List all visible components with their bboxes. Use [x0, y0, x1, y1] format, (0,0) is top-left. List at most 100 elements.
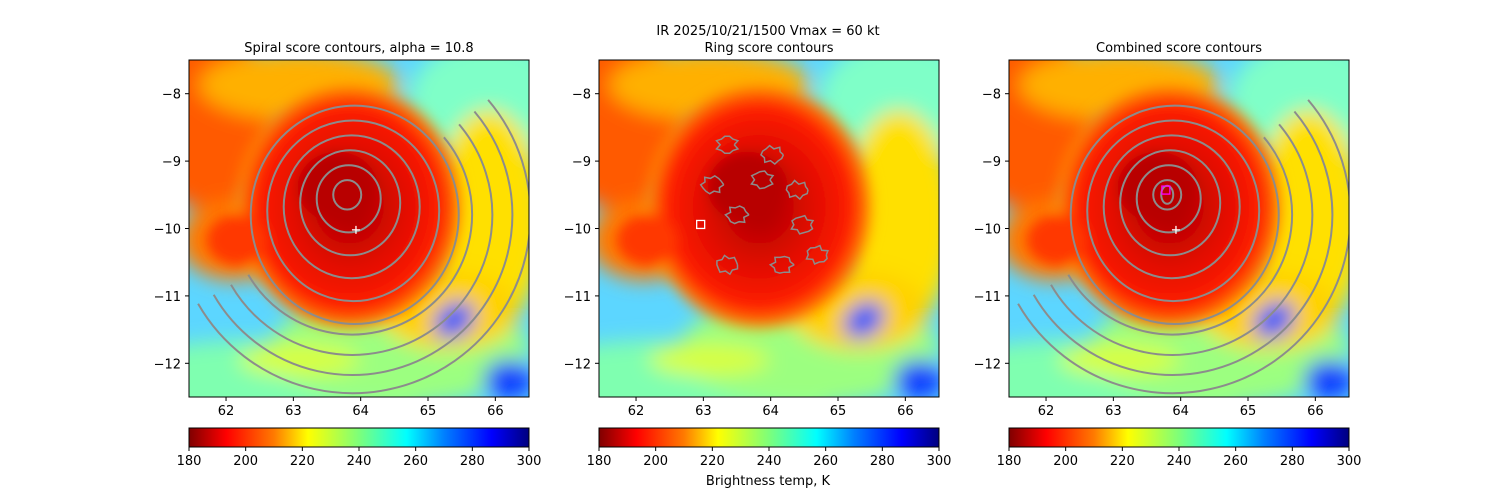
x-tick-label: 62 [628, 404, 645, 419]
y-tick-label: −8 [162, 88, 181, 103]
center-plus-marker [1171, 225, 1180, 234]
colorbar-tick-label: 280 [1280, 454, 1305, 469]
x-tick-label: 64 [762, 404, 779, 419]
x-tick-label: 63 [1105, 404, 1122, 419]
colorbar-tick-label: 240 [347, 454, 372, 469]
y-tick-label: −9 [162, 155, 181, 170]
panel-2: Ring score contours 62 63 64 65 66 −8 −9 −10 −11 −… [564, 41, 952, 469]
panel-1: Spiral score contours, alpha = 10.8 62 63 6… [154, 41, 542, 469]
score-contour [1102, 134, 1241, 280]
ring-contour [750, 170, 775, 190]
colorbar-tick-label: 260 [403, 454, 428, 469]
spiral-contour [1067, 136, 1294, 336]
ring-contour [715, 135, 740, 155]
panel-3: Combined score contours 62 63 64 65 66 −8 −9 −10… [974, 41, 1362, 469]
x-tick-label: 66 [1307, 404, 1324, 419]
y-tick-label: −11 [564, 290, 591, 305]
colorbar-tick-label: 260 [1223, 454, 1248, 469]
colorbar-tick-label: 200 [233, 454, 258, 469]
y-tick-label: −9 [572, 155, 591, 170]
colorbar-tick-label: 300 [517, 454, 542, 469]
score-contour [266, 119, 441, 303]
x-tick-label: 63 [695, 404, 712, 419]
y-tick-label: −10 [154, 223, 181, 238]
y-tick-label: −11 [154, 290, 181, 305]
y-tick-label: −8 [572, 88, 591, 103]
ring-contour [724, 205, 750, 225]
spiral-contour [212, 110, 514, 376]
center-plus-marker [351, 225, 360, 234]
colorbar-tick-label: 240 [757, 454, 782, 469]
y-tick-label: −10 [974, 223, 1001, 238]
x-tick-label: 64 [352, 404, 369, 419]
ring-contour [716, 254, 739, 276]
center-square-marker [1161, 185, 1171, 195]
x-tick-label: 66 [897, 404, 914, 419]
y-tick-label: −10 [564, 223, 591, 238]
spiral-contour [1050, 123, 1314, 356]
colorbar-tick-label: 180 [587, 454, 612, 469]
x-tick-label: 63 [285, 404, 302, 419]
panel-title: Combined score contours [1096, 41, 1262, 56]
colorbar-tick-label: 220 [700, 454, 725, 469]
spiral-contour [230, 123, 494, 356]
ring-contour [760, 144, 785, 165]
ring-contour [768, 255, 795, 274]
colorbar-tick-label: 200 [643, 454, 668, 469]
colorbar-tick-label: 280 [460, 454, 485, 469]
colorbar-label: Brightness temp, K [706, 474, 831, 489]
ring-contour [785, 179, 809, 201]
brightness-temp-image [599, 60, 939, 397]
score-contour [1069, 104, 1280, 325]
colorbar-tick-label: 300 [1337, 454, 1362, 469]
center-square-marker [696, 219, 706, 230]
spiral-contour [197, 99, 529, 395]
x-tick-label: 62 [218, 404, 235, 419]
spiral-contour [1017, 99, 1349, 395]
x-tick-label: 64 [1172, 404, 1189, 419]
score-contour [299, 149, 402, 257]
x-tick-label: 65 [1240, 404, 1257, 419]
score-contour [315, 164, 382, 234]
ring-contour [699, 175, 725, 195]
colorbar [188, 427, 530, 448]
y-tick-label: −12 [564, 357, 591, 372]
y-tick-label: −9 [982, 155, 1001, 170]
y-tick-label: −8 [982, 88, 1001, 103]
score-contour [1086, 119, 1261, 303]
colorbar-tick-label: 220 [1110, 454, 1135, 469]
brightness-temp-image [1009, 60, 1349, 397]
spiral-contour [1032, 110, 1334, 376]
colorbar-tick-label: 220 [290, 454, 315, 469]
y-tick-label: −12 [154, 357, 181, 372]
spiral-contour [247, 136, 474, 336]
score-contour [1135, 164, 1202, 234]
score-contour [1152, 179, 1183, 211]
x-tick-label: 62 [1038, 404, 1055, 419]
colorbar [598, 427, 940, 448]
colorbar-tick-label: 180 [997, 454, 1022, 469]
colorbar [1008, 427, 1350, 448]
y-tick-label: −12 [974, 357, 1001, 372]
score-contour [249, 104, 460, 325]
x-tick-label: 66 [487, 404, 504, 419]
brightness-temp-image [189, 60, 529, 397]
x-tick-label: 65 [830, 404, 847, 419]
ring-contour [805, 244, 829, 265]
x-tick-label: 65 [420, 404, 437, 419]
score-contour [332, 179, 363, 211]
colorbar-tick-label: 200 [1053, 454, 1078, 469]
colorbar-tick-label: 240 [1167, 454, 1192, 469]
panel-title: Spiral score contours, alpha = 10.8 [244, 41, 473, 56]
score-contour [1119, 149, 1222, 257]
ring-contour [790, 214, 815, 235]
y-tick-label: −11 [974, 290, 1001, 305]
panel-title: Ring score contours [704, 41, 833, 56]
colorbar-tick-label: 280 [870, 454, 895, 469]
figure-suptitle: IR 2025/10/21/1500 Vmax = 60 kt [656, 24, 879, 39]
score-contour [282, 134, 421, 280]
colorbar-tick-label: 180 [177, 454, 202, 469]
colorbar-tick-label: 300 [927, 454, 952, 469]
colorbar-tick-label: 260 [813, 454, 838, 469]
